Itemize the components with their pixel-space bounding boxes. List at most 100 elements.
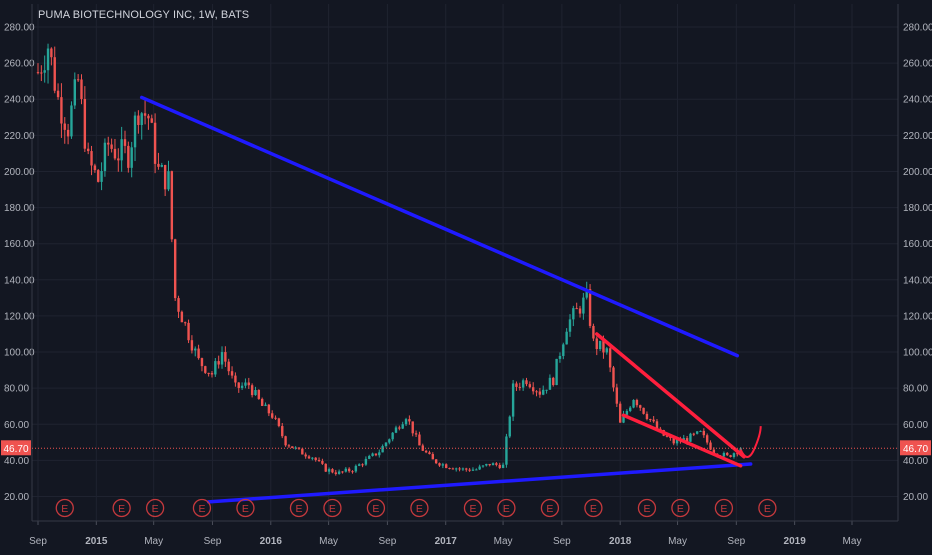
candle-body [481,465,485,467]
candle-body [234,375,237,383]
candle-body [521,380,525,388]
candle-body [542,389,545,395]
candle-body [575,308,578,310]
candle-body [582,297,585,314]
candle-body [227,361,230,372]
y-tick-label-right: 260.00 [903,59,932,70]
candle-body [558,355,562,359]
candle-body [689,433,692,442]
candle-body [448,468,451,470]
earnings-marker [758,498,777,518]
candle-body [287,445,291,447]
candle-body [451,468,455,470]
earnings-marker-label: E [416,503,423,515]
candle-body [408,419,411,422]
candle-body [210,373,214,375]
candle-body [572,308,575,320]
y-tick-label-right: 220.00 [903,131,932,142]
y-tick-label-left: 20.00 [4,492,29,503]
candle-body [525,380,528,385]
candle-body [729,455,732,457]
candle-body [625,411,629,415]
earnings-marker [497,498,516,518]
candle-body [535,391,538,393]
candle-body [538,391,542,395]
candle-body [304,454,307,457]
candle-body [297,447,301,449]
candle-body [63,123,66,130]
candle-body [271,413,274,418]
y-tick-label-right: 160.00 [903,239,932,250]
candle-body [615,387,619,404]
candle-body [468,469,471,471]
candle-body [163,165,167,190]
earnings-marker [289,498,309,518]
earnings-marker [714,498,734,518]
y-tick-label-right: 60.00 [903,420,928,431]
candle-body [80,79,83,99]
candle-body [160,165,163,167]
y-tick-label-left: 140.00 [4,275,35,286]
candle-body [247,382,250,386]
chart-title: PUMA BIOTECHNOLOGY INC, 1W, BATS [38,9,250,21]
candle-body [441,464,445,466]
candle-body [307,456,311,459]
candle-body [327,469,331,472]
candle-body [612,367,615,388]
last-price-tag-right [900,440,931,456]
y-tick-label-right: 120.00 [903,311,932,322]
candle-body [388,439,391,443]
candle-body [73,79,77,106]
earnings-marker [55,498,74,518]
candle-body [398,427,401,429]
candle-body [444,464,448,469]
candle-body [552,377,555,386]
candle-body [214,361,217,375]
candle-body [187,322,190,341]
candle-body [143,113,147,116]
candle-body [488,463,491,466]
candle-body [622,414,625,423]
candle-body [281,426,284,437]
candle-body [157,163,160,167]
candle-body [244,382,247,386]
candle-body [317,459,321,461]
candle-body [130,147,133,168]
candle-body [207,372,210,374]
candle-body [113,148,117,159]
candle-body [147,115,150,119]
candle-body [334,472,337,474]
candle-body [505,436,508,465]
x-tick-label: Sep [204,536,222,547]
candle-body [237,382,240,388]
x-tick-label: May [494,536,513,547]
candle-body [501,464,505,468]
earnings-marker [145,498,165,518]
candle-body [709,442,712,450]
x-tick-label: May [319,536,338,547]
projection-curve [739,426,762,458]
candle-body [331,469,334,473]
candle-body [351,471,354,473]
earnings-marker [410,498,429,518]
trendline-2 [206,462,753,504]
candle-body [655,421,659,429]
candle-body [354,465,358,472]
candle-body [324,463,327,472]
candles-group [36,43,742,476]
candle-body [274,417,277,419]
candle-body [685,438,689,442]
earnings-marker [584,498,603,518]
candle-body [608,348,612,368]
candle-body [70,105,73,137]
candle-body [639,405,642,408]
y-tick-label-right: 240.00 [903,95,932,106]
candle-body [414,433,418,435]
candle-body [602,340,605,353]
candle-body [93,165,97,171]
candle-body [675,439,679,444]
earnings-marker [366,498,386,518]
earnings-marker [112,498,131,518]
candle-body [702,430,706,436]
